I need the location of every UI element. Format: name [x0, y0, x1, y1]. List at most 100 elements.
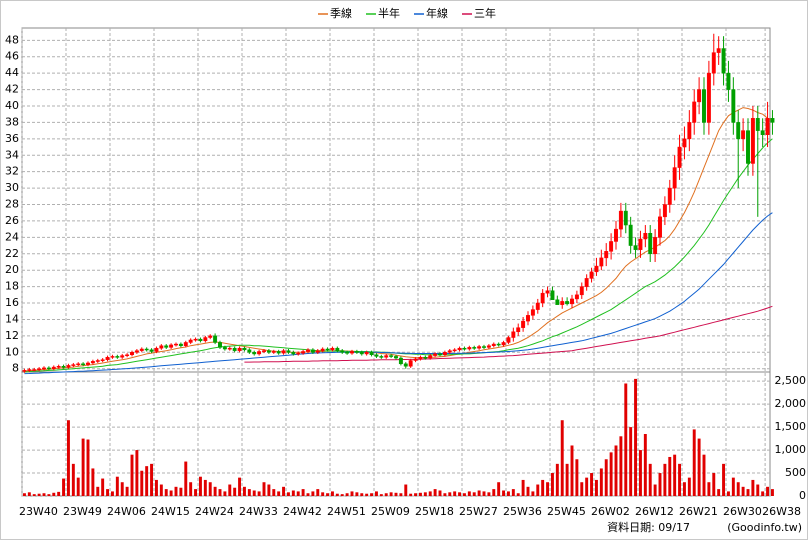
volume-bar	[238, 477, 242, 496]
volume-bar	[198, 476, 202, 496]
volume-bar	[585, 477, 589, 496]
candle-body	[442, 352, 447, 356]
volume-bar	[438, 490, 442, 496]
volume-bar	[330, 491, 334, 496]
y-tick-label: 36	[5, 132, 19, 145]
volume-bar	[135, 450, 139, 496]
x-tick-label: 25W18	[415, 505, 454, 518]
x-tick-label: 24W33	[239, 505, 278, 518]
volume-bar	[242, 486, 246, 496]
candle-body	[389, 355, 394, 357]
candle-body	[252, 352, 257, 355]
volume-bar	[37, 493, 41, 496]
volume-bar	[42, 493, 46, 496]
volume-bar	[722, 463, 726, 496]
candle-body	[193, 338, 198, 341]
candle-body	[633, 245, 638, 250]
legend-label: 三年	[474, 6, 496, 20]
candle-body	[711, 52, 716, 74]
candle-body	[423, 356, 428, 359]
candle-body	[403, 363, 408, 367]
candle-body	[276, 351, 281, 354]
volume-bar	[624, 383, 628, 496]
volume-tick-label: 1,000	[775, 443, 807, 456]
candle-body	[174, 343, 178, 346]
volume-bar	[379, 494, 383, 496]
volume-bar	[81, 438, 85, 496]
candle-body	[535, 302, 540, 310]
volume-bar	[658, 473, 662, 496]
candle-body	[42, 367, 46, 370]
candle-body	[159, 345, 164, 349]
volume-bar	[546, 482, 550, 496]
volume-bar	[482, 491, 486, 496]
candle-body	[667, 187, 672, 205]
candle-body	[203, 337, 208, 342]
volume-bar	[394, 492, 398, 496]
volume-bar	[477, 490, 481, 496]
volume-bar	[643, 434, 647, 496]
candle-body	[731, 89, 736, 123]
candle-body	[628, 224, 633, 246]
volume-bar	[619, 436, 623, 496]
candle-body	[354, 351, 359, 353]
y-tick-label: 14	[5, 312, 19, 325]
volume-bar	[756, 484, 760, 496]
volume-bar	[326, 493, 330, 496]
volume-bar	[692, 429, 696, 496]
y-tick-label: 48	[5, 33, 19, 46]
candle-body	[726, 72, 731, 90]
x-tick-label: 24W42	[283, 505, 322, 518]
volume-tick-label: 2,500	[775, 374, 807, 387]
volume-bar	[487, 492, 491, 496]
candle-body	[398, 357, 403, 365]
candle-body	[746, 130, 750, 164]
volume-bar	[653, 484, 657, 496]
candle-body	[550, 290, 555, 301]
volume-bar	[247, 489, 251, 496]
volume-bar	[233, 487, 237, 496]
y-tick-label: 34	[5, 148, 19, 161]
candle-body	[86, 362, 90, 365]
volume-bar	[678, 463, 682, 496]
volume-bar	[663, 463, 667, 496]
volume-bar	[638, 450, 642, 496]
candle-body	[130, 352, 134, 356]
volume-bar	[272, 489, 276, 496]
volume-bar	[467, 491, 471, 496]
footer-date: 資料日期: 09/17	[607, 520, 690, 534]
volume-bar	[590, 473, 594, 496]
volume-bar	[570, 445, 574, 496]
candle-body	[120, 355, 125, 358]
volume-bar	[291, 490, 295, 496]
volume-bar	[687, 477, 691, 496]
volume-bar	[702, 454, 706, 496]
candle-body	[144, 348, 149, 351]
x-tick-label: 26W12	[635, 505, 674, 518]
volume-bar	[169, 490, 173, 496]
candle-body	[218, 342, 222, 348]
legend-label: 年線	[426, 6, 448, 20]
volume-bar	[76, 477, 80, 496]
volume-bar	[154, 479, 158, 496]
candle-body	[350, 351, 354, 354]
x-tick-label: 25W09	[371, 505, 410, 518]
x-tick-label: 25W45	[547, 505, 586, 518]
volume-bar	[370, 493, 374, 496]
candle-body	[81, 363, 86, 366]
volume-bar	[497, 482, 501, 496]
candle-body	[618, 210, 623, 230]
y-tick-label: 42	[5, 83, 19, 96]
y-tick-label: 22	[5, 247, 19, 260]
candle-body	[61, 366, 66, 368]
candle-body	[105, 356, 110, 360]
candle-body	[433, 353, 438, 356]
candle-body	[486, 345, 491, 348]
candle-body	[584, 278, 589, 287]
legend: 季線 半年 年線 三年	[318, 6, 496, 20]
volume-bar	[443, 493, 447, 496]
candle-body	[472, 347, 477, 349]
volume-bar	[575, 459, 579, 496]
candle-body	[750, 118, 755, 164]
candle-body	[721, 48, 726, 74]
